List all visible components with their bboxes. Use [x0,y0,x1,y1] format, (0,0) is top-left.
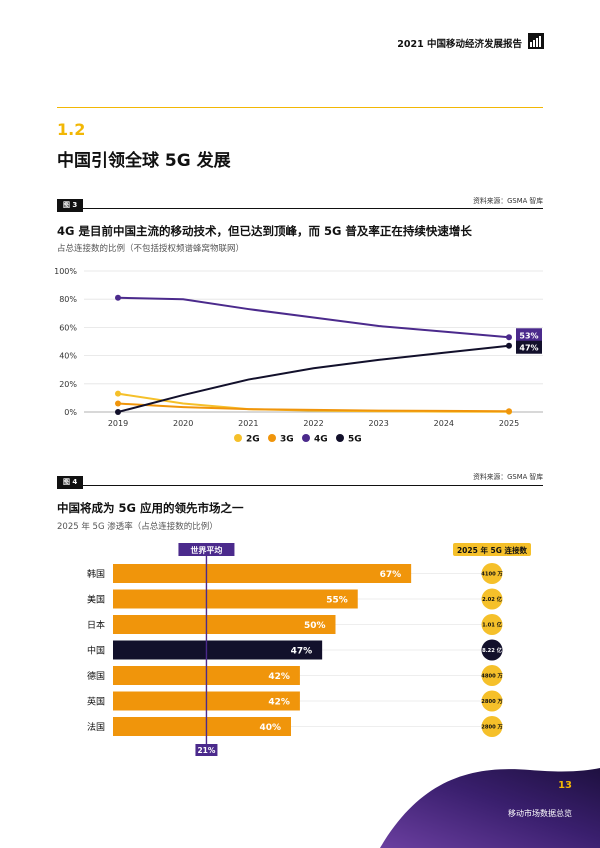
series-line-5G [117,344,510,413]
bar-value-label: 42% [268,698,290,708]
gsma-logo-icon [528,33,544,49]
legend-marker-5G [336,434,344,442]
bar-value-label: 42% [268,672,290,682]
y-tick-label: 100% [54,267,77,276]
bar-value-label: 50% [304,621,326,631]
connections-badge [481,563,503,584]
figure3-source: 资料来源：GSMA 智库 [473,197,543,205]
connections-header: 2025 年 5G 连接数 [457,545,528,555]
figure3-title: 4G 是目前中国主流的移动技术，但已达到顶峰，而 5G 普及率正在持续快速增长 [57,224,472,238]
legend-label-5G: 5G [348,435,362,445]
y-tick-label: 60% [59,323,77,332]
footer-section-label: 移动市场数据总览 [508,809,572,818]
end-label-box-4G [516,328,542,342]
figure4-rule [57,485,543,486]
x-tick-label: 2020 [173,419,193,428]
x-tick-label: 2019 [108,419,128,428]
line-chart: 0% 20% 40% 60% 80% 100% 2019 2020 2021 2022 2023 20… [54,267,543,445]
connections-badge [481,716,503,737]
y-tick-label: 0% [64,408,77,417]
end-label-box-5G [516,340,542,354]
world-average-value-box [195,744,218,756]
x-tick-label: 2023 [368,419,388,428]
data-point-2G [115,390,121,397]
x-tick-label: 2022 [303,419,323,428]
world-average-header: 世界平均 [190,545,222,555]
section-number: 1.2 [57,120,86,139]
connections-value: 4100 万 [481,571,502,578]
connections-badge [481,614,503,635]
category-label: 韩国 [87,568,105,580]
y-tick-label: 80% [59,295,77,304]
world-average-header-box [178,543,235,556]
y-tick-label: 20% [59,380,77,389]
bar-value-label: 40% [259,723,281,733]
figure4-subtitle: 2025 年 5G 渗透率（占总连接数的比例） [57,522,218,532]
x-tick-label: 2021 [238,419,258,428]
legend-label-2G: 2G [246,435,260,445]
legend-marker-4G [302,434,310,442]
bar-法国 [113,717,291,736]
connections-value: 4800 万 [481,673,502,680]
connections-badge [481,690,503,712]
legend-label-3G: 3G [280,435,294,445]
connections-badge [481,588,503,610]
category-label: 法国 [87,721,105,733]
connections-badge [481,665,503,686]
figure3-rule [57,208,543,209]
bar-日本 [113,615,336,634]
data-point-3G [506,408,512,415]
connections-badge [481,639,503,661]
category-label: 英国 [87,696,105,708]
data-point-5G [506,342,512,349]
connections-value: 8.22 亿 [482,646,502,654]
world-average-value: 21% [197,746,215,755]
data-point-4G [115,294,121,301]
end-label-4G: 53% [519,331,538,340]
connections-value: 2.02 亿 [482,595,502,603]
data-point-5G [115,409,121,415]
x-tick-label: 2024 [434,419,454,428]
figure4-tag: 图 4 [57,476,84,489]
category-label: 中国 [87,645,105,657]
figure4-title: 中国将成为 5G 应用的领先市场之一 [57,501,244,515]
legend-label-4G: 4G [314,435,328,445]
series-line-4G [117,296,510,339]
end-label-5G: 47% [519,344,538,353]
bar-value-label: 47% [291,647,313,657]
connections-value: 1.01 亿 [482,621,502,629]
bar-美国 [113,589,358,609]
section-title: 中国引领全球 5G 发展 [57,151,231,171]
x-tick-label: 2025 [499,419,519,428]
connections-value: 2800 万 [481,698,502,705]
connections-value: 2800 万 [481,724,502,731]
data-point-4G [506,334,512,341]
category-label: 美国 [87,594,105,606]
bar-中国 [113,640,323,660]
category-label: 日本 [87,619,105,631]
y-tick-label: 40% [59,352,77,361]
legend-marker-3G [268,434,276,442]
figure3-subtitle: 占总连接数的比例（不包括授权频谱蜂窝物联网） [57,244,245,254]
data-point-3G [115,400,121,407]
figure4-source: 资料来源：GSMA 智库 [473,473,543,481]
connections-header-box [453,543,531,556]
report-title: 2021 中国移动经济发展报告 [397,39,522,50]
category-label: 德国 [87,670,105,682]
section-divider [57,107,543,108]
bar-value-label: 67% [380,570,402,580]
figure3-tag: 图 3 [57,199,84,212]
series-line-3G [117,402,510,413]
page-number: 13 [558,780,572,791]
legend-marker-2G [234,434,242,442]
bar-韩国 [113,564,412,583]
bar-value-label: 55% [326,596,348,606]
